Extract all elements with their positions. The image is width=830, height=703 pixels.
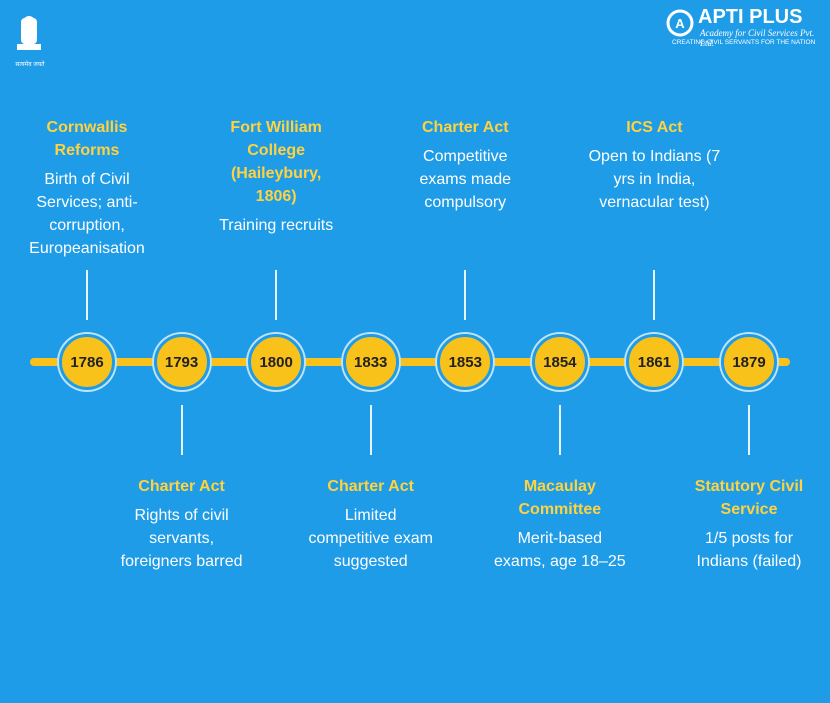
svg-text:A: A <box>675 16 685 31</box>
event: Cornwallis Reforms Birth of Civil Service… <box>21 116 153 260</box>
year-node: 1853 <box>437 334 494 390</box>
event-title: ICS Act <box>626 119 683 136</box>
event-description: 1/5 posts for Indians (failed) <box>696 530 802 570</box>
connector <box>748 405 750 455</box>
connector <box>369 405 372 455</box>
event-description: Merit-based exams, age 18–25 <box>494 530 626 570</box>
event-description: Competitive exams made compulsory <box>419 148 512 211</box>
event-title: Charter Act <box>422 119 509 136</box>
event-description: Training recruits <box>219 217 334 234</box>
year-node: 1854 <box>531 334 588 390</box>
connector <box>558 405 561 455</box>
event-description: Limited competitive exam suggested <box>308 507 433 570</box>
emblem <box>17 16 41 50</box>
event-title: Charter Act <box>138 478 225 495</box>
year-node: 1879 <box>721 334 777 390</box>
year-node: 1793 <box>153 334 210 390</box>
tagline: CREATING CIVIL SERVANTS FOR THE NATION <box>672 39 816 46</box>
event-description: Birth of Civil Services; anti-corruption… <box>29 171 145 257</box>
event: Charter Act Rights of civil servants, for… <box>116 475 248 573</box>
event: Charter Act Limited competitive exam sugg… <box>305 475 437 573</box>
event: Macaulay Committee Merit-based exams, age… <box>494 475 626 573</box>
event-title: Fort William College (Haileybury, 1806) <box>230 119 322 205</box>
event-title: Charter Act <box>327 478 414 495</box>
connector <box>86 270 88 320</box>
year-node: 1786 <box>59 334 115 390</box>
event-title: Macaulay Committee <box>518 478 602 518</box>
event: Statutory Civil Service 1/5 posts for Ind… <box>683 475 815 573</box>
connector <box>275 270 278 320</box>
brand-logo: A <box>666 9 694 37</box>
event: Charter Act Competitive exams made compul… <box>399 116 531 214</box>
event-title: Cornwallis Reforms <box>46 119 128 159</box>
year-node: 1833 <box>342 334 399 390</box>
event-title: Statutory Civil Service <box>694 478 804 518</box>
brand-subtitle: Academy for Civil Services Pvt. Ltd. <box>700 28 815 48</box>
event: Fort William College (Haileybury, 1806) T… <box>210 116 342 237</box>
year-node: 1800 <box>248 334 305 390</box>
brand: APTI PLUS <box>698 6 803 28</box>
event-description: Rights of civil servants, foreigners bar… <box>120 507 243 570</box>
year-node: 1861 <box>626 334 683 390</box>
event-description: Open to Indians (7 yrs in India, vernacu… <box>588 148 721 211</box>
emblem-motto: सत्यमेव जयते <box>15 62 45 68</box>
connector <box>464 270 467 320</box>
timeline-line <box>30 358 790 366</box>
connector <box>653 270 656 320</box>
event: ICS Act Open to Indians (7 yrs in India, … <box>588 116 721 214</box>
connector <box>180 405 183 455</box>
